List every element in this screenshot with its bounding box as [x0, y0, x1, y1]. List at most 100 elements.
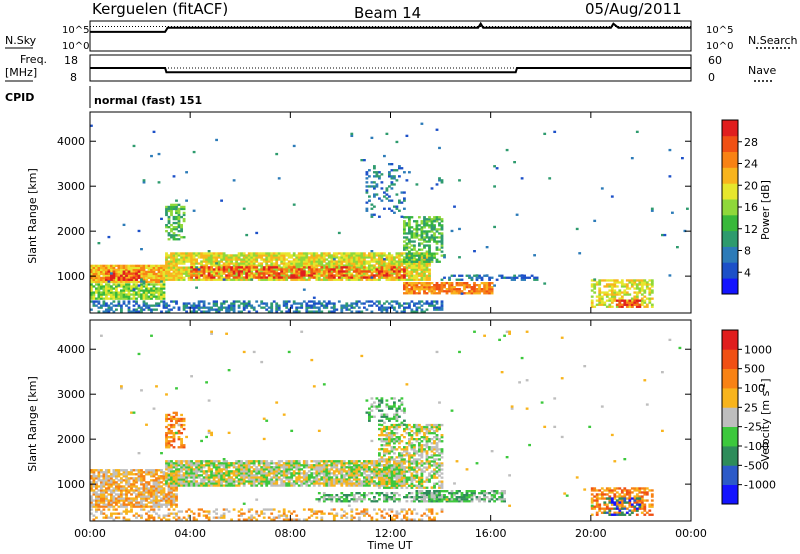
data-cell: [152, 285, 156, 288]
data-cell: [300, 274, 304, 277]
data-cell: [415, 306, 419, 309]
data-cell: [212, 472, 216, 475]
data-cell: [272, 254, 276, 257]
data-cell: [428, 302, 431, 305]
data-cell: [162, 278, 166, 282]
data-cell: [162, 264, 166, 268]
data-cell: [235, 460, 238, 463]
data-cell: [265, 474, 269, 477]
data-cell: [373, 175, 376, 178]
data-cell: [192, 476, 196, 479]
data-cell: [438, 292, 441, 295]
data-cell: [257, 462, 261, 465]
data-cell: [185, 468, 188, 471]
data-cell: [167, 482, 171, 485]
data-cell: [650, 209, 654, 212]
data-cell: [403, 191, 406, 194]
data-cell: [155, 297, 158, 300]
data-cell: [415, 222, 419, 225]
data-cell: [483, 274, 486, 277]
data-cell: [197, 512, 201, 515]
data-cell: [423, 276, 426, 279]
data-cell: [240, 460, 243, 463]
data-cell: [127, 489, 131, 492]
data-cell: [220, 264, 223, 267]
data-cell: [180, 254, 183, 257]
data-cell: [608, 285, 612, 288]
data-cell: [430, 288, 434, 291]
data-cell: [207, 272, 211, 275]
colorbar-tick-label: 28: [744, 136, 758, 149]
data-cell: [593, 219, 597, 223]
data-cell: [107, 477, 111, 480]
data-cell: [383, 302, 386, 305]
data-cell: [170, 211, 173, 215]
data-cell: [593, 278, 597, 281]
data-cell: [165, 276, 168, 279]
data-cell: [435, 242, 439, 245]
data-cell: [157, 481, 161, 484]
data-cell: [90, 287, 93, 290]
data-cell: [428, 216, 431, 219]
data-cell: [245, 302, 249, 305]
data-cell: [403, 220, 406, 223]
data-cell: [122, 297, 126, 300]
data-cell: [320, 518, 324, 521]
data-cell: [405, 216, 409, 219]
data-cell: [257, 480, 261, 483]
data-cell: [645, 285, 649, 288]
data-cell: [92, 302, 96, 305]
data-cell: [177, 270, 181, 273]
data-cell: [242, 482, 246, 485]
data-cell: [132, 264, 136, 268]
data-cell: [175, 472, 178, 475]
data-cell: [425, 236, 429, 239]
data-cell: [247, 518, 251, 521]
data-cell: [307, 258, 311, 261]
data-cell: [170, 460, 173, 463]
data-cell: [388, 175, 391, 178]
data-cell: [292, 203, 296, 206]
data-cell: [418, 254, 421, 257]
data-cell: [195, 254, 198, 257]
data-cell: [390, 177, 394, 180]
data-cell: [340, 278, 344, 281]
data-cell: [250, 278, 254, 281]
data-cell: [272, 466, 276, 469]
data-cell: [337, 272, 341, 275]
data-cell: [275, 272, 279, 275]
data-cell: [280, 478, 284, 481]
data-cell: [217, 478, 221, 481]
data-cell: [240, 276, 243, 279]
data-cell: [235, 254, 238, 257]
data-cell: [250, 478, 254, 481]
data-cell: [100, 491, 103, 494]
data-cell: [207, 460, 211, 463]
data-cell: [340, 258, 344, 261]
data-cell: [167, 264, 171, 267]
data-cell: [383, 264, 386, 267]
data-cell: [360, 272, 364, 275]
data-cell: [187, 508, 191, 511]
data-cell: [237, 306, 241, 309]
data-cell: [135, 501, 138, 504]
data-cell: [638, 279, 642, 282]
data-cell: [365, 171, 369, 174]
data-cell: [137, 289, 141, 292]
data-cell: [120, 479, 123, 482]
data-cell: [470, 286, 474, 289]
data-cell: [145, 297, 148, 300]
data-cell: [317, 310, 321, 313]
data-cell: [250, 484, 254, 487]
data-cell: [530, 274, 534, 277]
data-cell: [127, 287, 131, 290]
data-cell: [217, 266, 221, 269]
data-cell: [107, 501, 111, 504]
data-cell: [373, 270, 376, 273]
data-cell: [262, 508, 266, 511]
data-cell: [175, 260, 178, 263]
data-cell: [267, 256, 271, 259]
data-cell: [157, 302, 161, 305]
data-cell: [440, 288, 444, 291]
data-cell: [307, 276, 311, 279]
